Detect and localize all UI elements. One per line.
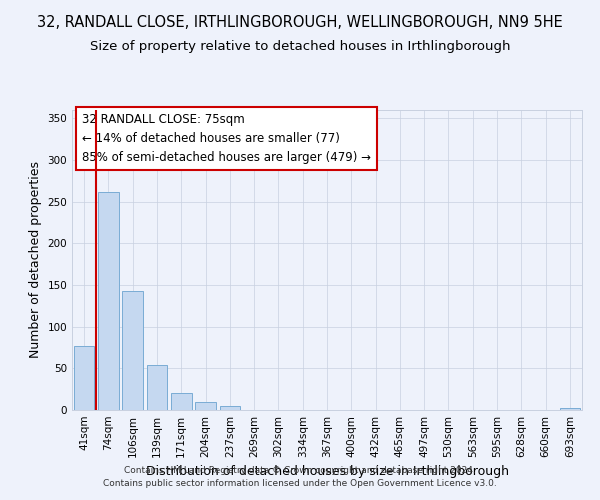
Bar	[560, 408, 580, 410]
Text: Size of property relative to detached houses in Irthlingborough: Size of property relative to detached ho…	[90, 40, 510, 53]
Bar	[220, 406, 240, 410]
Bar	[195, 402, 216, 410]
Bar	[98, 192, 119, 410]
X-axis label: Distribution of detached houses by size in Irthlingborough: Distribution of detached houses by size …	[146, 466, 509, 478]
Bar	[171, 394, 191, 410]
Bar	[146, 365, 167, 410]
Y-axis label: Number of detached properties: Number of detached properties	[29, 162, 42, 358]
Text: Contains HM Land Registry data © Crown copyright and database right 2024.
Contai: Contains HM Land Registry data © Crown c…	[103, 466, 497, 487]
Text: 32 RANDALL CLOSE: 75sqm
← 14% of detached houses are smaller (77)
85% of semi-de: 32 RANDALL CLOSE: 75sqm ← 14% of detache…	[82, 113, 371, 164]
Bar	[74, 346, 94, 410]
Bar	[122, 291, 143, 410]
Text: 32, RANDALL CLOSE, IRTHLINGBOROUGH, WELLINGBOROUGH, NN9 5HE: 32, RANDALL CLOSE, IRTHLINGBOROUGH, WELL…	[37, 15, 563, 30]
